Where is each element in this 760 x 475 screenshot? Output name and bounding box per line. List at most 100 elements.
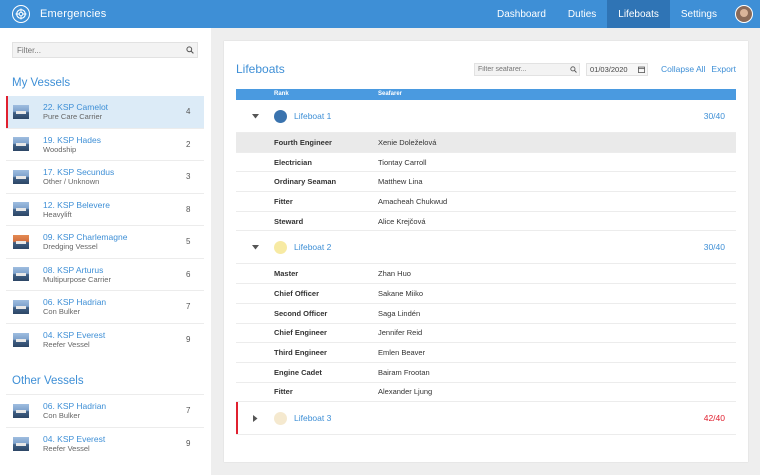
crew-rank: Engine Cadet [274, 367, 322, 377]
vessel-item[interactable]: 08. KSP Arturus Multipurpose Carrier 6 [6, 259, 204, 291]
vessel-item[interactable]: 06. KSP Hadrian Con Bulker 7 [6, 291, 204, 324]
vessel-name: 19. KSP Hades [43, 134, 101, 145]
nav-dashboard[interactable]: Dashboard [496, 8, 546, 20]
vessel-item[interactable]: 04. KSP Everest Reefer Vessel 9 [6, 324, 204, 357]
vessel-type: Con Bulker [43, 307, 81, 317]
crew-name: Alexander Ljung [378, 387, 433, 397]
collapse-all-button[interactable]: Collapse All [661, 64, 706, 74]
ship-thumbnail [13, 137, 29, 152]
crew-row[interactable]: Fitter Amacheah Chukwud [236, 192, 736, 212]
seafarer-filter [474, 62, 580, 76]
lifeboat-row[interactable]: Lifeboat 1 30/40 [236, 100, 736, 133]
vessel-count: 5 [186, 237, 191, 247]
top-bar: Emergencies Dashboard Duties Lifeboats S… [0, 0, 760, 28]
lifeboat-table: Lifeboat 1 30/40 Fourth Engineer Xenie Do… [236, 100, 736, 436]
ship-thumbnail [13, 104, 29, 119]
vessel-item[interactable]: 12. KSP Belevere Heavylift 8 [6, 194, 204, 226]
crew-row[interactable]: Fourth Engineer Xenie Doleželová [236, 133, 736, 153]
crew-name: Sakane Miiko [378, 288, 424, 298]
nav-lifeboats[interactable]: Lifeboats [607, 0, 670, 28]
lifeboat-color-dot [274, 109, 287, 123]
vessel-count: 3 [186, 172, 191, 182]
vessel-item[interactable]: 22. KSP Camelot Pure Care Carrier 4 [6, 96, 204, 129]
lifeboat-capacity: 42/40 [703, 413, 725, 424]
vessel-count: 8 [186, 204, 191, 214]
lifeboat-name: Lifeboat 2 [294, 242, 332, 253]
vessel-filter-input[interactable] [13, 45, 183, 55]
vessel-name: 08. KSP Arturus [43, 264, 104, 275]
search-icon[interactable] [567, 65, 579, 73]
nav-duties[interactable]: Duties [567, 8, 597, 20]
lifeboats-panel: Lifeboats 01/03/2020 Collapse All Export… [224, 41, 748, 462]
lifeboat-name: Lifeboat 1 [294, 111, 332, 121]
vessel-item[interactable]: 19. KSP Hades Woodship 2 [6, 129, 204, 161]
crew-row[interactable]: Master Zhan Huo [236, 264, 736, 285]
vessel-name: 04. KSP Everest [43, 434, 106, 445]
vessel-item[interactable]: 09. KSP Charlemagne Dredging Vessel 5 [6, 226, 204, 259]
crew-row[interactable]: Fitter Alexander Ljung [236, 383, 736, 403]
calendar-icon[interactable] [635, 66, 647, 73]
nav-settings[interactable]: Settings [680, 8, 717, 20]
caret-right-icon[interactable] [251, 414, 259, 422]
vessel-name: 17. KSP Secundus [43, 167, 115, 178]
ship-thumbnail [13, 436, 29, 451]
column-seafarer: Seafarer [378, 91, 403, 97]
search-icon[interactable] [183, 46, 197, 54]
vessel-type: Con Bulker [43, 411, 81, 421]
vessel-count: 7 [186, 406, 191, 416]
ship-thumbnail [13, 202, 29, 217]
crew-row[interactable]: Chief Engineer Jennifer Reid [236, 324, 736, 344]
ship-thumbnail [13, 169, 29, 184]
vessel-type: Dredging Vessel [43, 242, 98, 252]
vessel-type: Other / Unknown [43, 177, 100, 187]
crew-row[interactable]: Chief Officer Sakane Miiko [236, 284, 736, 304]
vessel-item[interactable]: 04. KSP Everest Reefer Vessel 9 [6, 428, 204, 461]
lifeboat-color-dot [274, 240, 287, 254]
crew-row[interactable]: Steward Alice Krejčová [236, 212, 736, 232]
crew-rank: Ordinary Seaman [274, 177, 337, 187]
app-title: Emergencies [40, 8, 107, 20]
date-value: 01/03/2020 [590, 64, 628, 74]
lifeboat-capacity: 30/40 [703, 111, 725, 121]
crew-rank: Chief Engineer [274, 328, 327, 338]
lifeboat-color-dot [274, 411, 287, 425]
lifeboat-capacity: 30/40 [703, 242, 725, 253]
crew-name: Jennifer Reid [378, 328, 423, 338]
vessel-item[interactable]: 06. KSP Hadrian Con Bulker 7 [6, 395, 204, 428]
crew-row[interactable]: Ordinary Seaman Matthew Lina [236, 172, 736, 193]
avatar-image [735, 5, 753, 23]
lifebuoy-icon [12, 5, 30, 23]
ship-thumbnail [13, 299, 29, 314]
crew-row[interactable]: Second Officer Saga Lindén [236, 304, 736, 324]
vessel-type: Reefer Vessel [43, 444, 90, 454]
table-header: Rank Seafarer [236, 89, 736, 100]
seafarer-filter-input[interactable] [475, 65, 567, 73]
crew-name: Tiontay Carroll [378, 157, 427, 167]
lifeboat-row[interactable]: Lifeboat 2 30/40 [236, 231, 736, 265]
crew-row[interactable]: Third Engineer Emlen Beaver [236, 343, 736, 363]
crew-name: Xenie Doleželová [378, 137, 437, 147]
crew-row[interactable]: Engine Cadet Bairam Frootan [236, 363, 736, 383]
crew-row[interactable]: Electrician Tiontay Carroll [236, 153, 736, 173]
crew-rank: Second Officer [274, 308, 328, 318]
crew-name: Amacheah Chukwud [378, 196, 448, 206]
ship-thumbnail [13, 234, 29, 249]
date-picker[interactable]: 01/03/2020 [586, 62, 648, 76]
lifeboat-row[interactable]: Lifeboat 3 42/40 [236, 402, 736, 436]
crew-name: Alice Krejčová [378, 216, 426, 226]
brand: Emergencies [0, 0, 486, 28]
vessel-name: 22. KSP Camelot [43, 102, 109, 113]
vessel-name: 09. KSP Charlemagne [43, 232, 128, 243]
crew-rank: Fitter [274, 387, 293, 397]
crew-rank: Electrician [274, 157, 312, 167]
ship-thumbnail [13, 332, 29, 347]
export-button[interactable]: Export [711, 64, 736, 74]
vessel-type: Multipurpose Carrier [43, 274, 111, 284]
caret-down-icon[interactable] [251, 244, 259, 250]
vessel-item[interactable]: 17. KSP Secundus Other / Unknown 3 [6, 161, 204, 194]
caret-down-icon[interactable] [251, 113, 259, 119]
vessel-name: 12. KSP Belevere [43, 199, 110, 210]
main-nav: Dashboard Duties Lifeboats Settings [486, 0, 760, 28]
user-avatar[interactable] [730, 0, 758, 28]
